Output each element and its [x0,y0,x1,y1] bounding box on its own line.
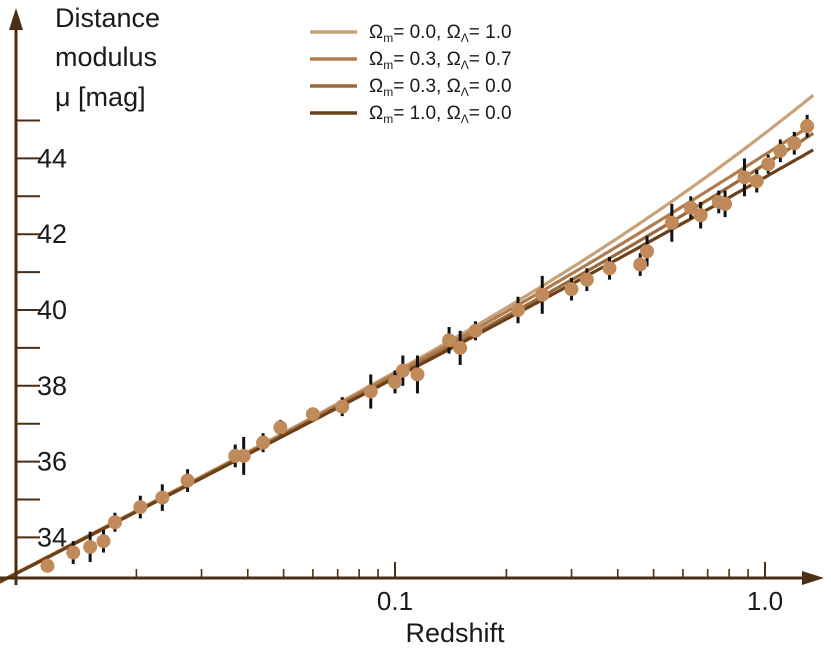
y-tick-label: 34 [37,522,67,552]
legend-label-3: Ωm= 0.3, ΩΛ= 0.0 [369,76,512,99]
data-point [737,170,752,185]
data-point [453,340,468,355]
data-point [761,157,776,172]
curve-series-1 [0,94,815,584]
data-point [395,363,410,378]
data-point [693,208,708,223]
data-point [180,473,195,488]
data-point [535,287,550,302]
x-axis-label: Redshift [405,618,505,648]
legend: Ωm= 0.0, ΩΛ= 1.0 Ωm= 0.3, ΩΛ= 0.7 Ωm= 0.3,… [310,22,512,126]
y-axis-label-line-3: μ [mag] [55,82,146,112]
data-point [410,367,425,382]
y-tick-label: 36 [37,447,67,477]
data-point [256,435,271,450]
data-point [236,448,251,463]
data-point [664,215,679,230]
data-point [83,539,98,554]
x-tick-label: 1.0 [747,586,783,616]
y-tick-label: 42 [37,219,67,249]
legend-label-1: Ωm= 0.0, ΩΛ= 1.0 [369,22,512,45]
data-point [602,261,617,276]
data-point [579,272,594,287]
data-point [107,515,122,530]
data-point [388,375,402,390]
data-point [40,558,55,573]
data-point [96,534,111,549]
y-tick-label: 44 [37,143,67,173]
x-axis-arrow [802,571,824,585]
x-ticks: 0.1 1.0 [135,562,783,616]
data-point [564,282,579,297]
y-tick-label: 40 [37,295,67,325]
data-points [40,119,815,573]
data-point [749,174,764,189]
data-point [468,323,483,338]
y-axis-label-line-1: Distance [55,3,160,33]
data-point [133,500,148,515]
y-axis-label-line-2: modulus [55,42,157,72]
data-point [787,136,802,151]
y-tick-label: 38 [37,371,67,401]
data-point [305,407,320,422]
data-point [718,196,733,211]
data-point [683,200,698,215]
x-tick-label: 0.1 [377,586,413,616]
data-point [335,399,350,414]
data-point [273,420,288,435]
model-curves [0,94,815,584]
data-point [640,244,655,259]
data-point [633,257,648,272]
data-point [800,119,815,134]
data-point [66,545,81,560]
y-axis-arrow [9,8,23,30]
data-point [442,333,457,348]
y-ticks: 34 36 38 40 42 44 [16,119,67,552]
curve-series-2 [0,122,815,584]
legend-label-4: Ωm= 1.0, ΩΛ= 0.0 [369,103,512,126]
legend-label-2: Ωm= 0.3, ΩΛ= 0.7 [369,49,512,72]
data-point [773,143,788,158]
data-point [511,303,526,317]
data-point [155,490,170,505]
data-point [363,384,378,399]
